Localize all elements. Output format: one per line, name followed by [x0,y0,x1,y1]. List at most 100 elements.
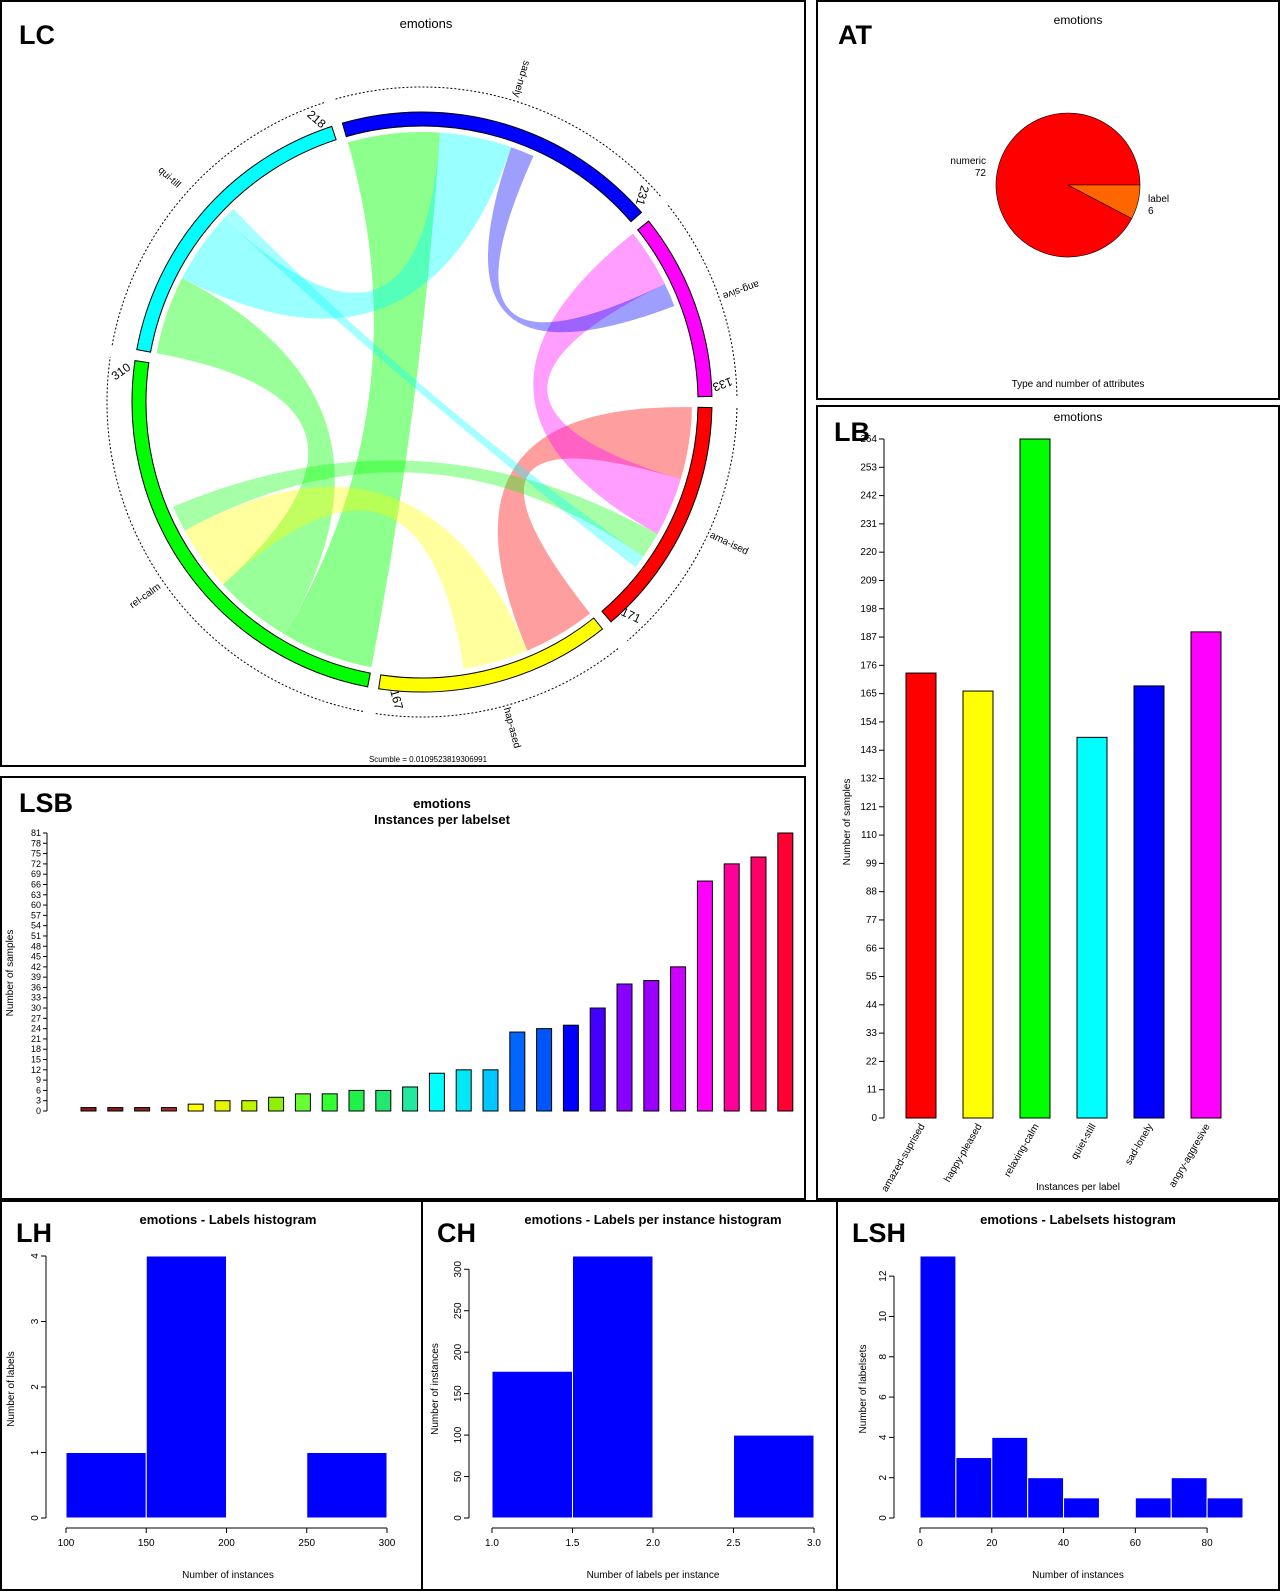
hist-bar [1170,1477,1208,1519]
chord-diagram: emotions Scumble = 0.0109523819306991 17… [106,16,760,764]
y-tick-label: 33 [31,993,41,1003]
y-tick-label: 66 [866,943,878,954]
y-tick-label: 99 [866,858,878,869]
panel-lh: LH emotions - Labels histogram Number of… [0,1200,423,1591]
y-tick-label: 3 [36,1096,41,1106]
chart-subtitle: Instances per labelset [374,812,511,827]
y-tick-label: 12 [878,1270,889,1282]
y-tick-label: 33 [866,1028,878,1039]
chart-title: emotions - Labels per instance histogram [524,1212,781,1227]
x-tick-label: 20 [986,1538,998,1549]
y-tick-label: 0 [878,1515,889,1521]
labels-histogram: emotions - Labels histogram Number of in… [6,1212,396,1581]
hist-bar [733,1434,815,1519]
y-tick-label: 250 [453,1302,464,1319]
hist-bar [306,1452,388,1519]
y-tick-label: 121 [860,802,877,813]
x-tick-label: 2.0 [646,1538,660,1549]
hist-bar [1134,1497,1172,1519]
category-label: relaxing-calm [1002,1122,1041,1179]
y-tick-label: 24 [31,1024,41,1034]
sector-total: 133 [710,374,734,394]
chart-footer: Scumble = 0.0109523819306991 [369,755,488,764]
bar [455,1069,472,1112]
y-tick-label: 78 [31,838,41,848]
bar [482,1069,499,1112]
bar [321,1093,338,1112]
chord-ribbon [497,407,692,651]
sector-label: sad-nely [510,59,531,98]
bar [696,880,713,1112]
hist-bar [491,1370,573,1519]
x-tick-label: 80 [1202,1538,1214,1549]
y-tick-label: 88 [866,887,878,898]
pie-chart: emotions Type and number of attributes n… [950,13,1169,390]
bar [294,1093,311,1112]
y-tick-label: 1 [30,1449,41,1455]
x-tick-label: 250 [298,1538,315,1549]
bar [536,1028,553,1112]
bar [1190,631,1222,1119]
y-tick-label: 0 [36,1106,41,1116]
y-tick-label: 77 [866,915,878,926]
x-tick-label: 300 [379,1538,396,1549]
bar [134,1107,151,1112]
sector-track [106,356,364,712]
sector-track [111,102,325,346]
bar [962,690,994,1119]
bar [562,1024,579,1112]
y-tick-label: 231 [860,519,877,530]
panel-tag: CH [437,1218,476,1248]
bar [1076,736,1108,1119]
y-tick-label: 15 [31,1055,41,1065]
sector-label: hap-ased [501,706,522,749]
y-tick-label: 110 [861,830,877,841]
y-tick-label: 75 [31,849,41,859]
hist-bar [1063,1497,1100,1519]
chord-ribbon [487,147,675,333]
y-tick-label: 0 [30,1515,41,1521]
pie-slice [995,112,1141,258]
bar [375,1089,392,1112]
y-tick-label: 2 [30,1384,41,1390]
chord-sector [131,360,371,688]
x-tick-label: 60 [1130,1538,1142,1549]
bar [348,1089,365,1112]
y-tick-label: 165 [860,689,877,700]
y-tick-label: 21 [31,1034,41,1044]
sector-total: 310 [109,360,134,383]
y-tick-label: 3 [30,1318,41,1324]
y-tick-label: 242 [860,491,877,502]
y-tick-label: 253 [860,462,877,473]
category-label: angry-aggresive [1167,1122,1213,1190]
pie-value: 6 [1148,206,1154,217]
x-tick-label: 3.0 [807,1538,821,1549]
y-tick-label: 63 [31,890,41,900]
bar [160,1107,177,1112]
x-axis-label: Number of instances [182,1570,274,1581]
hist-bar [65,1452,147,1519]
y-axis-label: Number of labels [6,1351,17,1427]
bar [905,672,937,1119]
y-tick-label: 300 [453,1260,464,1277]
pie-value: 72 [975,168,987,179]
y-tick-label: 45 [31,952,41,962]
y-tick-label: 72 [31,859,41,869]
chord-sector [341,111,643,223]
bar [1019,438,1051,1119]
sector-track [374,648,619,718]
category-label: sad-lonely [1123,1122,1155,1167]
sector-label: rel-calm [128,581,163,611]
panel-ch: CH emotions - Labels per instance histog… [421,1200,838,1591]
bar [616,983,633,1112]
y-tick-label: 55 [866,972,878,983]
sector-track [667,205,738,396]
x-axis-label: Number of labels per instance [587,1570,720,1581]
panel-tag: LSH [852,1218,906,1248]
y-tick-label: 50 [453,1471,464,1483]
panel-tag: LH [16,1218,52,1248]
y-tick-label: 220 [860,547,877,558]
y-tick-label: 69 [31,869,41,879]
x-tick-label: 0 [917,1538,923,1549]
label-bar-chart: emotions Instances per label Number of s… [842,410,1222,1194]
